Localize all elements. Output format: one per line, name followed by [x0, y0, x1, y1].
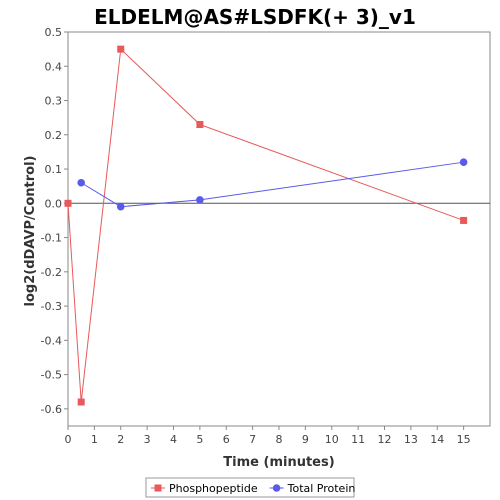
data-point-phosphopeptide	[196, 121, 204, 129]
y-tick-label: -0.3	[41, 300, 62, 313]
x-tick-label: 11	[351, 433, 365, 446]
y-tick-label: 0.0	[45, 197, 63, 210]
x-tick-label: 8	[276, 433, 283, 446]
y-tick-label: 0.2	[45, 129, 63, 142]
plot-area	[67, 31, 491, 427]
y-tick-label: 0.1	[45, 163, 63, 176]
y-tick-label: -0.5	[41, 369, 62, 382]
x-tick-label: 6	[223, 433, 230, 446]
y-tick-label: -0.2	[41, 266, 62, 279]
legend-box	[145, 477, 355, 498]
legend: Phosphopeptide Total Protein	[145, 477, 356, 498]
x-tick-label: 5	[196, 433, 203, 446]
x-tick-label: 1	[91, 433, 98, 446]
legend-label-phosphopeptide: Phosphopeptide	[169, 482, 258, 495]
y-tick-label: 0.4	[45, 60, 63, 73]
data-point-total-protein	[196, 196, 204, 204]
x-tick-label: 10	[325, 433, 339, 446]
x-tick-label: 4	[170, 433, 177, 446]
plot-border	[67, 31, 491, 427]
data-point-total-protein	[116, 202, 125, 211]
legend-marker-total-protein	[272, 484, 281, 492]
y-axis-label: log2(dDAVP/Control)	[23, 156, 38, 307]
x-tick-label: 15	[457, 433, 471, 446]
x-tick-label: 12	[378, 433, 392, 446]
chart-title: ELDELM@AS#LSDFK(+ 3)_v1	[94, 5, 416, 29]
series-layer	[64, 45, 468, 406]
y-tick-label: -0.4	[41, 334, 62, 347]
x-tick-label: 9	[302, 433, 309, 446]
y-tick-label: -0.1	[41, 232, 62, 245]
data-point-phosphopeptide	[460, 216, 468, 224]
y-axis: 0.5 0.4 0.3 0.2 0.1 0.0 -0.1 -0.2 -0.3 -0.4 -0.5 -0…	[41, 26, 68, 416]
series-total-protein	[77, 158, 468, 211]
x-tick-label: 0	[65, 433, 72, 446]
y-tick-label: 0.5	[45, 26, 63, 39]
x-tick-label: 2	[117, 433, 124, 446]
series-line-total-protein	[80, 161, 464, 208]
x-axis: 0 1 2 3 4 5 6 7 8 9 10 11 12 13 14 15	[65, 426, 471, 446]
x-tick-label: 13	[404, 433, 418, 446]
legend-label-total-protein: Total Protein	[287, 482, 356, 495]
legend-marker-phosphopeptide	[154, 484, 162, 492]
data-point-phosphopeptide	[117, 45, 125, 53]
y-tick-label: 0.3	[45, 95, 63, 108]
data-point-phosphopeptide	[64, 199, 72, 207]
data-point-total-protein	[459, 158, 468, 166]
x-axis-label: Time (minutes)	[223, 455, 334, 470]
x-tick-label: 14	[430, 433, 444, 446]
x-tick-label: 7	[249, 433, 256, 446]
y-tick-label: -0.6	[41, 403, 62, 416]
data-point-phosphopeptide	[77, 398, 85, 406]
series-phosphopeptide	[64, 45, 468, 406]
data-point-total-protein	[77, 178, 85, 187]
x-tick-label: 3	[144, 433, 151, 446]
